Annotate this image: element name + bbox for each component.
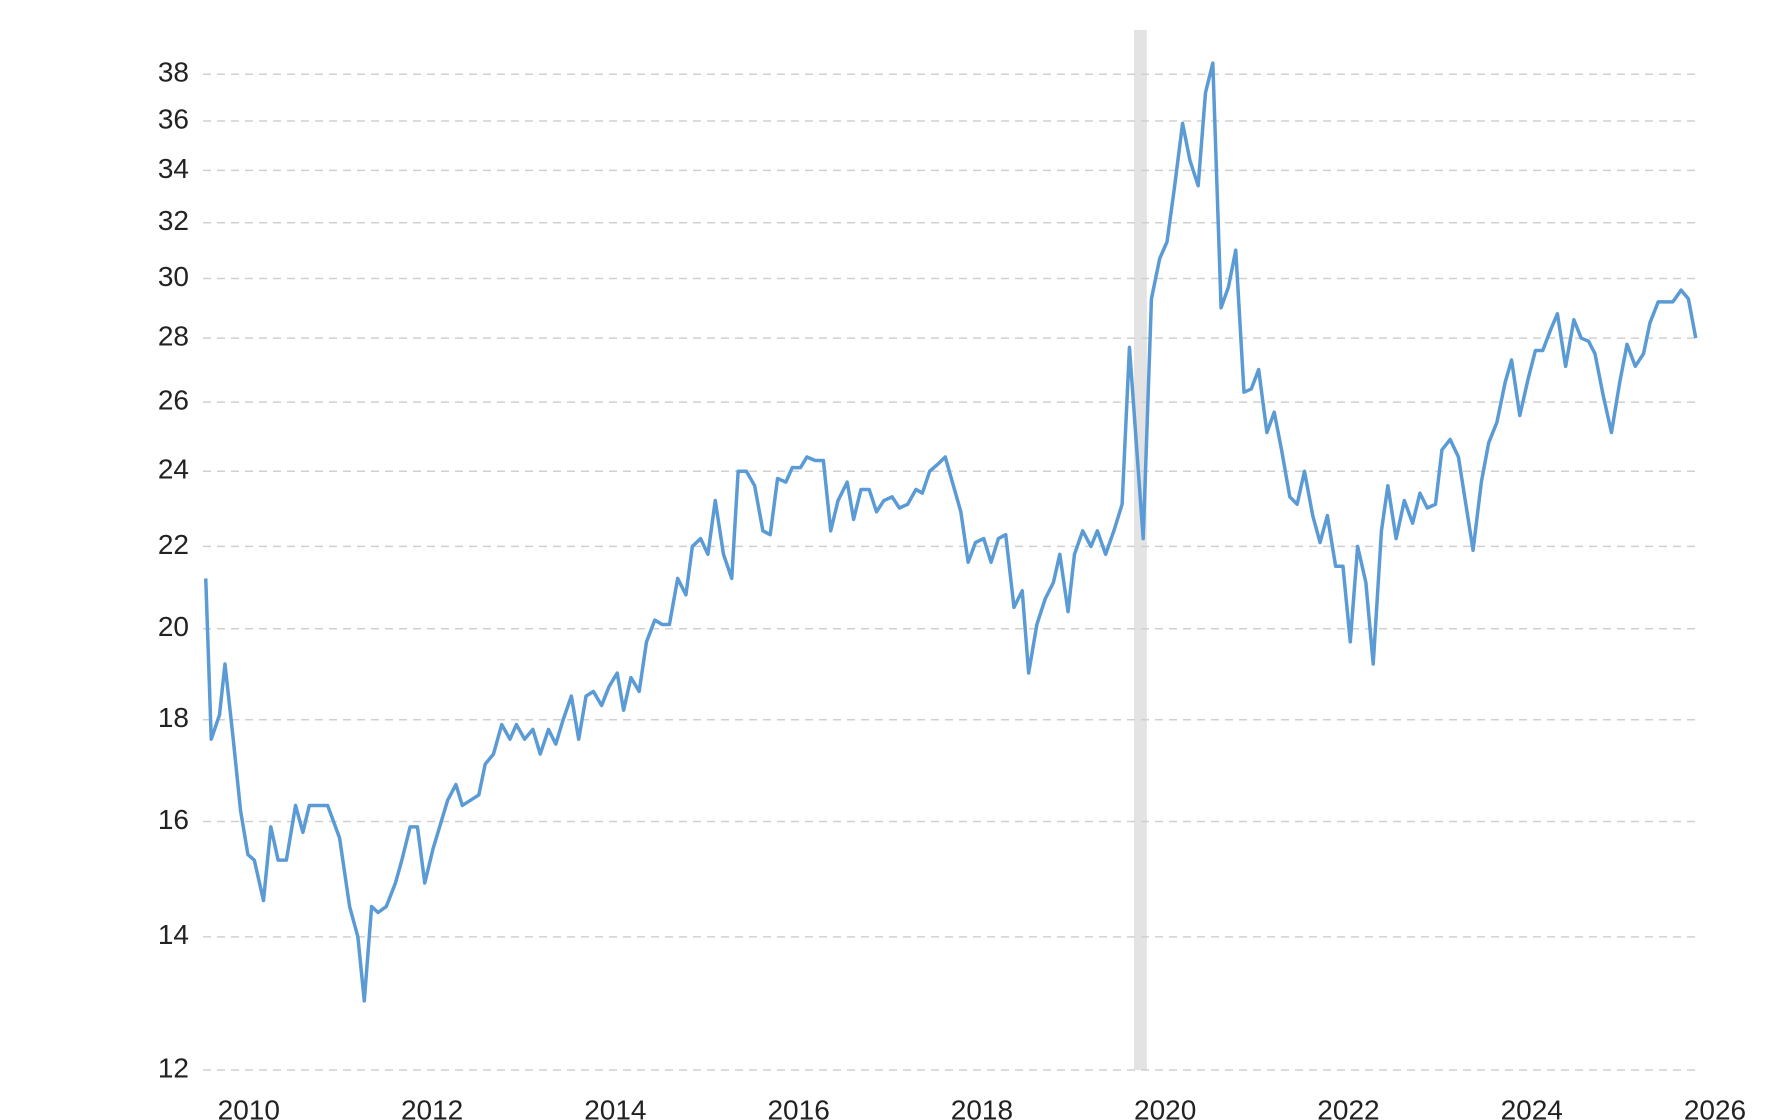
y-tick-label: 34 bbox=[158, 153, 189, 184]
y-tick-label: 38 bbox=[158, 57, 189, 88]
x-tick-label: 2012 bbox=[401, 1094, 463, 1120]
x-tick-label: 2026 bbox=[1684, 1094, 1746, 1120]
y-tick-label: 36 bbox=[158, 103, 189, 134]
y-tick-label: 14 bbox=[158, 919, 189, 950]
x-tick-label: 2010 bbox=[218, 1094, 280, 1120]
y-tick-label: 12 bbox=[158, 1052, 189, 1083]
x-tick-label: 2024 bbox=[1501, 1094, 1563, 1120]
y-tick-label: 28 bbox=[158, 320, 189, 351]
y-tick-label: 32 bbox=[158, 205, 189, 236]
y-tick-label: 18 bbox=[158, 702, 189, 733]
x-tick-label: 2016 bbox=[767, 1094, 829, 1120]
y-tick-label: 22 bbox=[158, 529, 189, 560]
x-tick-label: 2018 bbox=[951, 1094, 1013, 1120]
y-tick-label: 26 bbox=[158, 385, 189, 416]
y-tick-label: 24 bbox=[158, 454, 189, 485]
x-tick-label: 2020 bbox=[1134, 1094, 1196, 1120]
x-tick-label: 2022 bbox=[1317, 1094, 1379, 1120]
y-tick-label: 30 bbox=[158, 261, 189, 292]
y-tick-label: 20 bbox=[158, 611, 189, 642]
x-tick-label: 2014 bbox=[584, 1094, 646, 1120]
data-line bbox=[204, 61, 1698, 1003]
y-tick-label: 16 bbox=[158, 804, 189, 835]
recession-band bbox=[1134, 30, 1147, 1070]
